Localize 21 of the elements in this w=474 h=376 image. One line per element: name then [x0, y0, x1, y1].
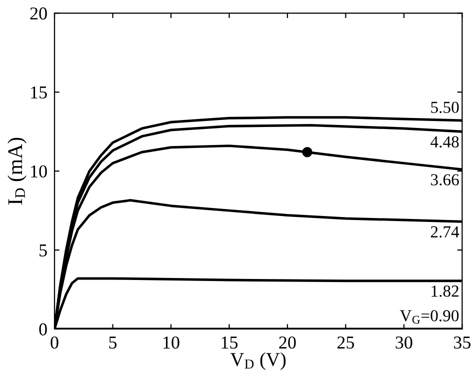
x-tick-label: 10: [164, 336, 180, 349]
y-axis-title: I$_{D}$ (mA): [8, 138, 26, 205]
series-label: 4.48: [430, 136, 459, 148]
x-tick-label: 35: [454, 336, 470, 349]
y-tick-label: 20: [30, 7, 47, 20]
x-axis-title: V$_{D}$ (V): [230, 352, 286, 370]
legend-label: V$_{G}$=0.90: [400, 310, 459, 324]
legend-label: 3.66: [431, 174, 459, 186]
series-label: 2.74: [430, 226, 460, 238]
x-tick-label: 5: [109, 336, 117, 349]
series-label: 5.50: [431, 102, 459, 114]
series-label: 1.82: [432, 285, 458, 297]
y-tick-label: 0: [39, 323, 47, 336]
y-tick-label: 15: [31, 86, 47, 99]
y-tick-label: 5: [40, 244, 47, 256]
x-tick-label: 25: [337, 336, 354, 349]
x-tick-label: 15: [222, 336, 238, 349]
y-tick-label: 10: [31, 165, 47, 178]
x-tick-label: 20: [279, 336, 296, 349]
x-tick-label: 0: [50, 336, 58, 349]
x-tick-label: 30: [396, 336, 412, 349]
